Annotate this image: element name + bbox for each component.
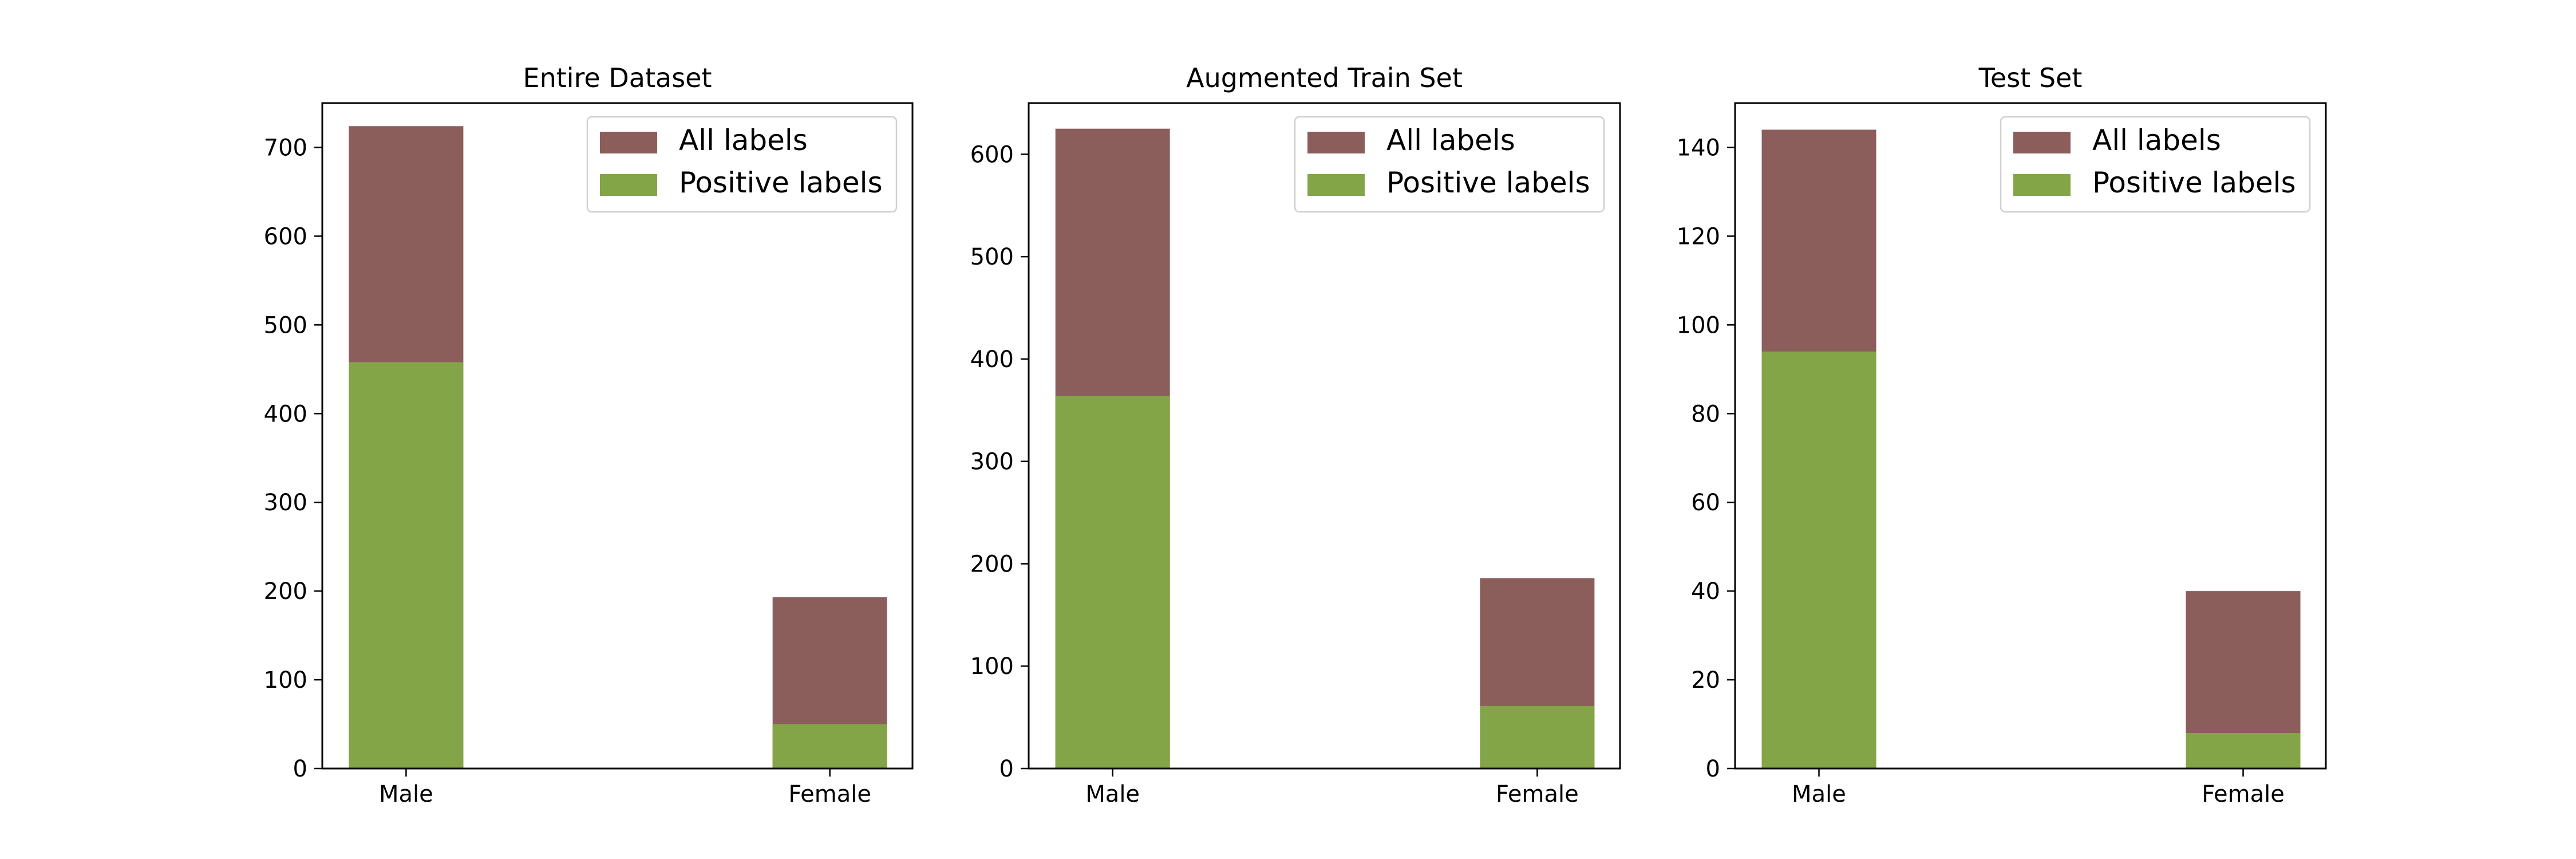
y-tick-label: 500 xyxy=(264,312,307,338)
legend: All labels Positive labels xyxy=(1294,116,1605,213)
legend-swatch-positive-labels xyxy=(2013,174,2071,196)
y-tick-label: 600 xyxy=(970,141,1014,168)
x-tick-label: Male xyxy=(1792,781,1846,807)
panel-3: Test Set Male Female 0 20 40 60 80 100 120 140 All … xyxy=(1677,62,2327,807)
legend-box xyxy=(2000,116,2311,213)
panel-1: Entire Dataset Male Female 0 100 200 300 400 500… xyxy=(264,62,914,807)
x-tick-label: Female xyxy=(788,781,871,807)
y-tick-label: 120 xyxy=(1677,223,1720,250)
x-tick-label: Male xyxy=(1085,781,1140,807)
legend-box xyxy=(586,116,898,213)
y-tick-label: 200 xyxy=(264,578,307,605)
bar-positive-labels-female xyxy=(1480,706,1595,769)
y-tick-label: 100 xyxy=(970,653,1014,680)
legend-label: Positive labels xyxy=(1386,166,1590,199)
legend-swatch-positive-labels xyxy=(600,174,657,196)
legend-label: All labels xyxy=(679,124,808,157)
bar-positive-labels-female xyxy=(2186,733,2301,769)
bar-positive-labels-female xyxy=(772,724,887,769)
y-tick-label: 200 xyxy=(970,551,1014,577)
axes-frame xyxy=(321,102,914,770)
bar-positive-labels-male xyxy=(1055,396,1170,769)
legend: All labels Positive labels xyxy=(586,116,898,213)
legend-label: Positive labels xyxy=(2092,166,2296,199)
legend-label: Positive labels xyxy=(679,166,883,199)
y-tick-label: 40 xyxy=(1691,578,1720,605)
x-tick-label: Female xyxy=(1496,781,1579,807)
bar-positive-labels-male xyxy=(1761,351,1876,769)
legend-swatch-all-labels xyxy=(600,132,657,153)
y-tick-label: 0 xyxy=(293,756,307,782)
panel-title: Augmented Train Set xyxy=(1186,62,1463,93)
y-tick-label: 300 xyxy=(264,490,307,516)
legend: All labels Positive labels xyxy=(2000,116,2311,213)
x-tick-label: Male xyxy=(379,781,433,807)
y-tick-label: 100 xyxy=(1677,312,1720,338)
y-tick-label: 500 xyxy=(970,244,1014,270)
y-tick-label: 0 xyxy=(1706,756,1720,782)
legend-label: All labels xyxy=(1386,124,1515,157)
y-tick-label: 600 xyxy=(264,223,307,250)
y-tick-label: 80 xyxy=(1691,401,1720,427)
y-tick-label: 60 xyxy=(1691,490,1720,516)
axes-frame xyxy=(1734,102,2327,770)
legend-box xyxy=(1294,116,1605,213)
panel-title: Entire Dataset xyxy=(523,62,712,93)
y-tick-label: 400 xyxy=(970,346,1014,373)
legend-swatch-all-labels xyxy=(2013,132,2071,153)
y-tick-label: 400 xyxy=(264,401,307,427)
axes-frame xyxy=(1028,102,1621,770)
legend-label: All labels xyxy=(2092,124,2221,157)
y-tick-label: 700 xyxy=(264,135,307,161)
x-tick-label: Female xyxy=(2202,781,2285,807)
y-tick-label: 300 xyxy=(970,449,1014,475)
y-tick-label: 100 xyxy=(264,667,307,693)
panel-2: Augmented Train Set Male Female 0 100 200 300 4… xyxy=(970,62,1621,807)
legend-swatch-positive-labels xyxy=(1307,174,1365,196)
y-tick-label: 20 xyxy=(1691,667,1720,693)
y-tick-label: 140 xyxy=(1677,135,1720,161)
y-tick-label: 0 xyxy=(999,756,1014,782)
bar-positive-labels-male xyxy=(349,362,464,769)
panel-title: Test Set xyxy=(1978,62,2083,93)
legend-swatch-all-labels xyxy=(1307,132,1365,153)
